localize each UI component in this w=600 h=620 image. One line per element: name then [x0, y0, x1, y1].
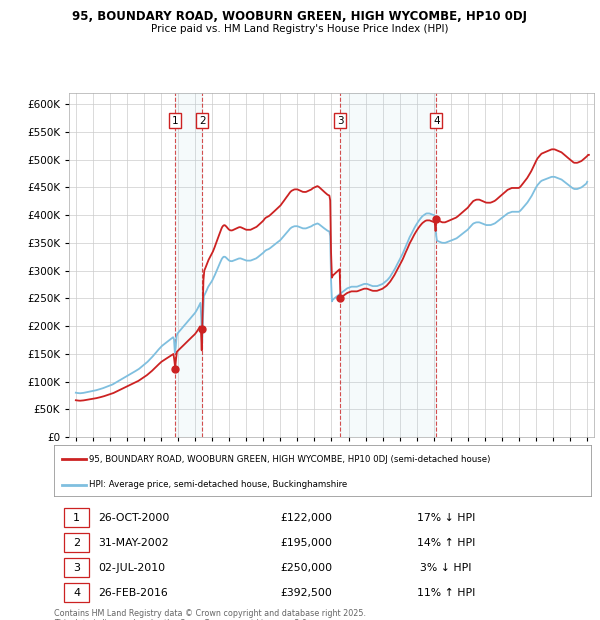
Text: 1: 1: [172, 116, 178, 126]
Bar: [175, 93, 202, 437]
Text: 3: 3: [73, 562, 80, 572]
Text: 95, BOUNDARY ROAD, WOOBURN GREEN, HIGH WYCOMBE, HP10 0DJ (semi-detached house): 95, BOUNDARY ROAD, WOOBURN GREEN, HIGH W…: [89, 455, 490, 464]
Text: 26-OCT-2000: 26-OCT-2000: [98, 513, 169, 523]
Text: 4: 4: [73, 588, 80, 598]
Text: Contains HM Land Registry data © Crown copyright and database right 2025.
This d: Contains HM Land Registry data © Crown c…: [54, 609, 366, 620]
Text: HPI: Average price, semi-detached house, Buckinghamshire: HPI: Average price, semi-detached house,…: [89, 480, 347, 489]
FancyBboxPatch shape: [64, 557, 89, 577]
Bar: [340, 93, 436, 437]
Text: 3: 3: [337, 116, 343, 126]
Text: 31-MAY-2002: 31-MAY-2002: [98, 538, 169, 547]
Text: 3% ↓ HPI: 3% ↓ HPI: [420, 562, 472, 572]
Text: 95, BOUNDARY ROAD, WOOBURN GREEN, HIGH WYCOMBE, HP10 0DJ: 95, BOUNDARY ROAD, WOOBURN GREEN, HIGH W…: [73, 10, 527, 23]
Text: 02-JUL-2010: 02-JUL-2010: [98, 562, 165, 572]
FancyBboxPatch shape: [64, 508, 89, 528]
Text: 26-FEB-2016: 26-FEB-2016: [98, 588, 168, 598]
Text: 2: 2: [199, 116, 205, 126]
Text: 11% ↑ HPI: 11% ↑ HPI: [417, 588, 475, 598]
Text: Price paid vs. HM Land Registry's House Price Index (HPI): Price paid vs. HM Land Registry's House …: [151, 24, 449, 33]
FancyBboxPatch shape: [64, 533, 89, 552]
Text: £250,000: £250,000: [280, 562, 332, 572]
Text: 1: 1: [73, 513, 80, 523]
Text: 2: 2: [73, 538, 80, 547]
Text: £195,000: £195,000: [280, 538, 332, 547]
Text: £122,000: £122,000: [280, 513, 332, 523]
FancyBboxPatch shape: [64, 583, 89, 603]
Text: £392,500: £392,500: [280, 588, 332, 598]
Text: 14% ↑ HPI: 14% ↑ HPI: [417, 538, 475, 547]
Text: 17% ↓ HPI: 17% ↓ HPI: [417, 513, 475, 523]
Text: 4: 4: [433, 116, 440, 126]
